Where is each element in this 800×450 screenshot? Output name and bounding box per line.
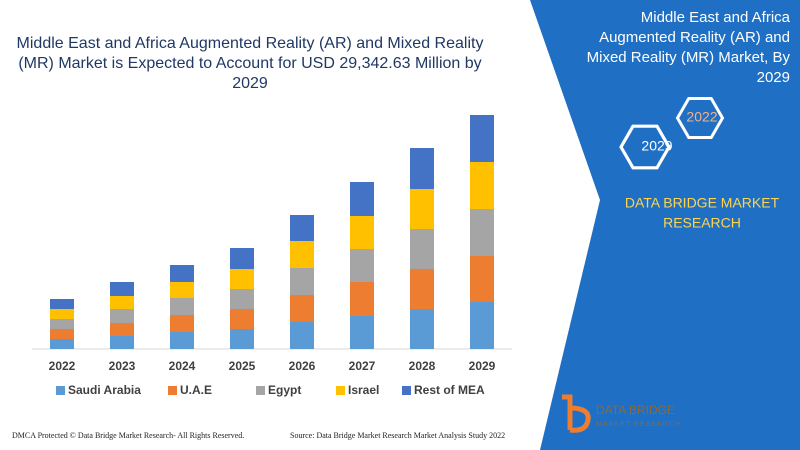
legend-swatch (56, 386, 65, 395)
bar-segment (350, 182, 374, 216)
bar-segment (50, 339, 74, 349)
chart-title: 2029 (232, 75, 268, 92)
x-tick-label: 2026 (289, 359, 316, 373)
bar-segment (50, 299, 74, 309)
x-tick-label: 2029 (469, 359, 496, 373)
bar-segment (410, 309, 434, 349)
bar-segment (290, 295, 314, 322)
x-tick-label: 2023 (109, 359, 136, 373)
legend-label: Israel (348, 383, 379, 397)
bar-segment (350, 216, 374, 249)
bar-segment (230, 269, 254, 289)
dmca-note: DMCA Protected © Data Bridge Market Rese… (12, 431, 244, 440)
bar-segment (110, 323, 134, 336)
bar-segment (350, 249, 374, 282)
bar-segment (50, 329, 74, 339)
bar-segment (410, 189, 434, 229)
bar-segment (170, 332, 194, 349)
legend-label: U.A.E (180, 383, 212, 397)
brand-name: DATA BRIDGE MARKET (625, 195, 780, 211)
side-panel (530, 0, 800, 450)
bar-segment (110, 309, 134, 323)
x-tick-label: 2027 (349, 359, 376, 373)
bar-segment (230, 289, 254, 309)
bar-segment (170, 265, 194, 282)
bar-segment (290, 241, 314, 268)
x-tick-label: 2022 (49, 359, 76, 373)
logo-mark (562, 394, 591, 433)
bar-segment (470, 162, 494, 209)
panel-title: 2029 (757, 69, 790, 86)
bar-segment (410, 269, 434, 309)
bar-segment (50, 309, 74, 319)
bar-segment (470, 256, 494, 302)
bar-segment (350, 282, 374, 316)
chart-title: Middle East and Africa Augmented Reality… (17, 35, 484, 52)
bar-segment (170, 282, 194, 298)
source-note: Source: Data Bridge Market Research Mark… (290, 431, 505, 440)
panel-title: Augmented Reality (AR) and (599, 29, 790, 46)
bar-segment (290, 268, 314, 295)
legend-label: Rest of MEA (414, 383, 485, 397)
bar-segment (110, 336, 134, 349)
bar-segment (410, 148, 434, 189)
brand-name: RESEARCH (663, 215, 741, 231)
bar-segment (410, 229, 434, 269)
logo-tagline: MARKET RESEARCH (596, 421, 681, 428)
bar-segment (470, 115, 494, 162)
panel-title: Middle East and Africa (641, 9, 791, 26)
hex-label: 2022 (686, 109, 717, 125)
hexagon (675, 97, 725, 139)
legend-swatch (336, 386, 345, 395)
bar-segment (170, 298, 194, 315)
legend-swatch (168, 386, 177, 395)
bar-segment (470, 302, 494, 349)
bar-segment (170, 315, 194, 332)
legend-label: Egypt (268, 383, 301, 397)
bar-segment (350, 316, 374, 349)
hexagon (619, 124, 671, 170)
panel-title: Mixed Reality (MR) Market, By (587, 49, 791, 66)
x-tick-label: 2024 (169, 359, 196, 373)
logo-name: DATA BRIDGE (596, 403, 675, 417)
bar-segment (230, 248, 254, 269)
bar-segment (290, 215, 314, 241)
bar-segment (230, 329, 254, 349)
bar-segment (50, 319, 74, 329)
x-tick-label: 2028 (409, 359, 436, 373)
hex-label: 2029 (641, 138, 672, 154)
bar-segment (290, 322, 314, 349)
legend-label: Saudi Arabia (68, 383, 141, 397)
bar-segment (110, 296, 134, 309)
bar-segment (110, 282, 134, 296)
chart-title: (MR) Market is Expected to Account for U… (18, 55, 481, 72)
x-tick-label: 2025 (229, 359, 256, 373)
legend-swatch (256, 386, 265, 395)
bar-segment (230, 309, 254, 329)
legend-swatch (402, 386, 411, 395)
bar-segment (470, 209, 494, 256)
